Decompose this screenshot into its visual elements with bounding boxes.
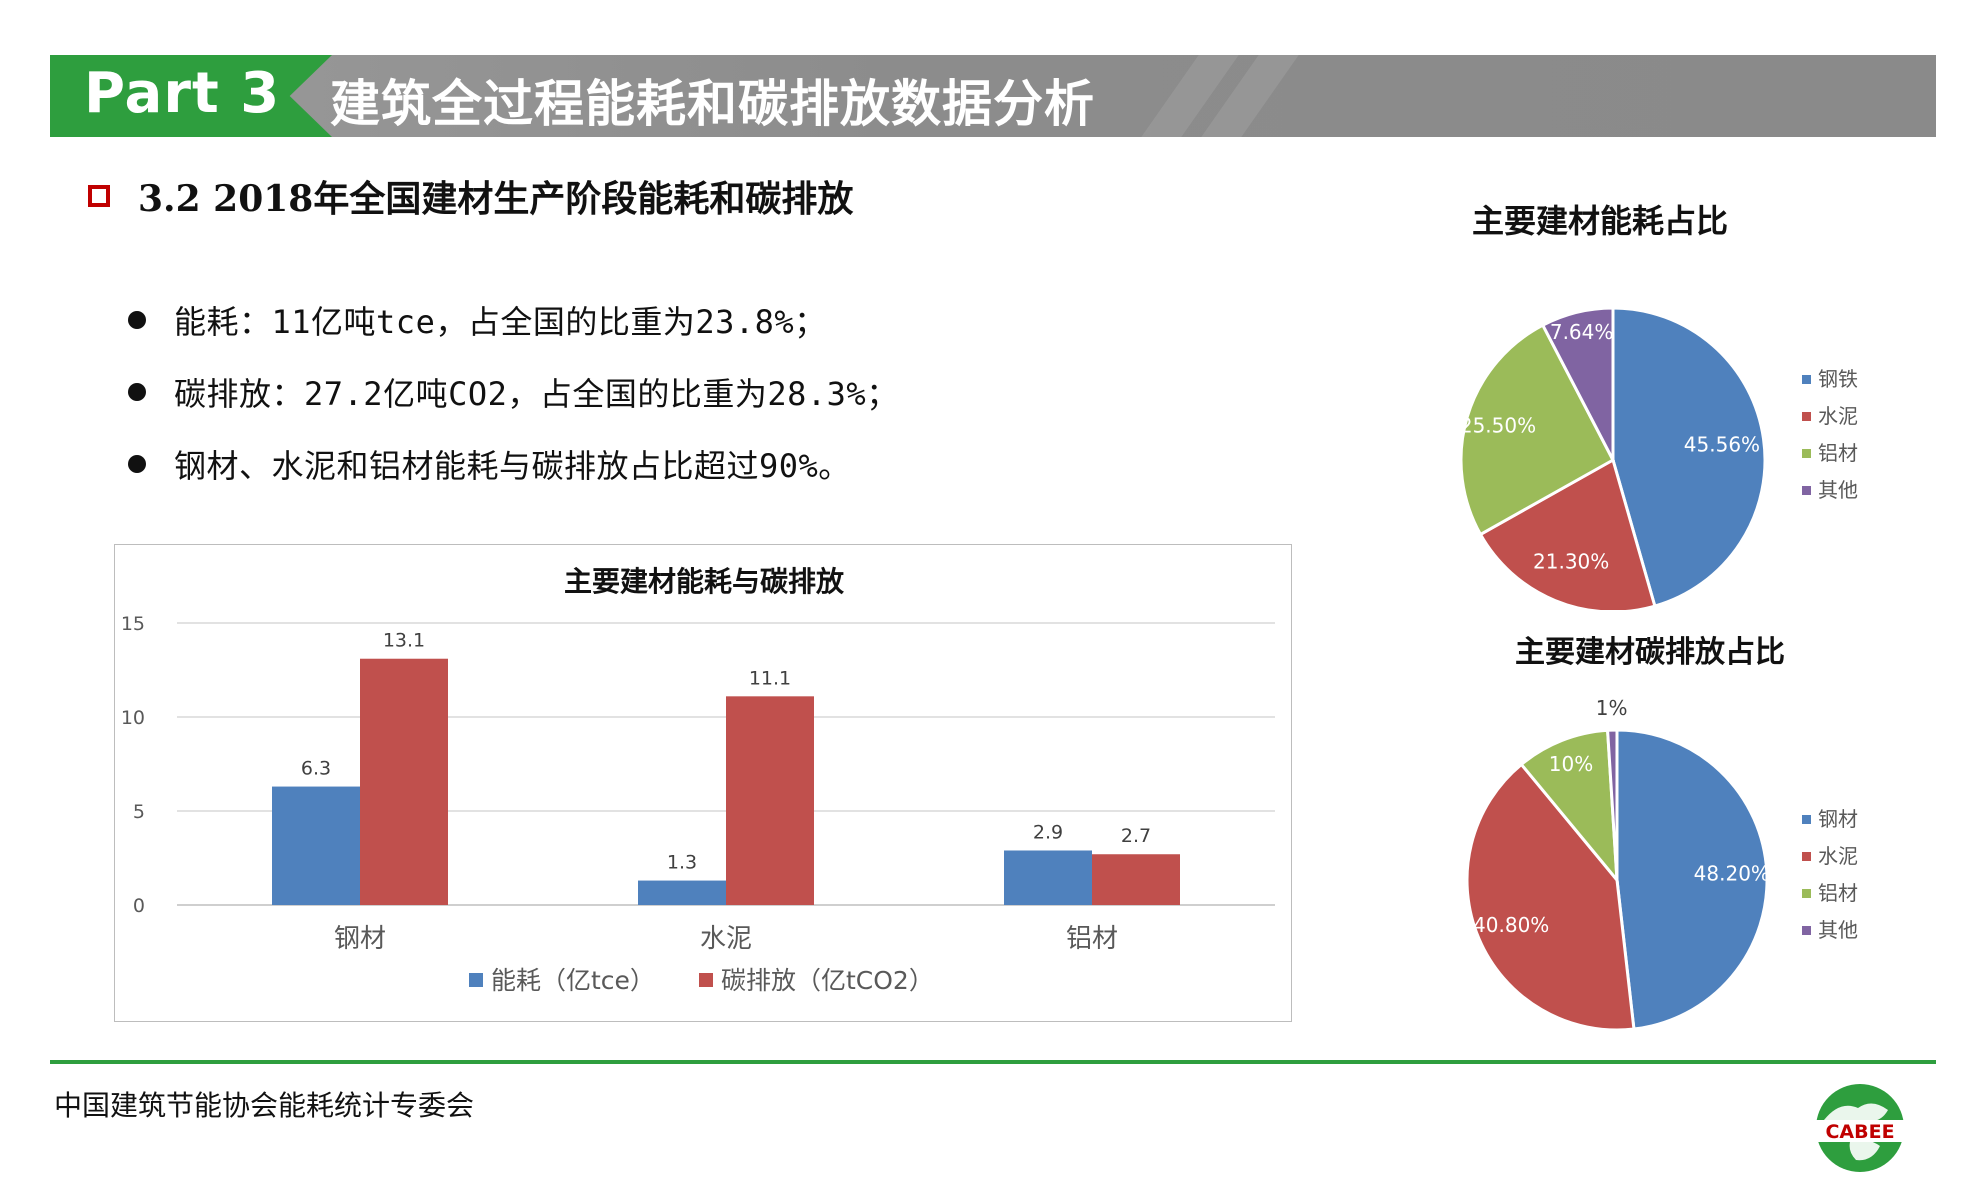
- legend-label: 水泥: [1818, 844, 1858, 868]
- pie-data-label: 21.30%: [1533, 550, 1609, 574]
- pie-slice: [1540, 306, 1615, 461]
- x-tick-label: 铝材: [1066, 924, 1118, 954]
- footer-org: 中国建筑节能协会能耗统计专委会: [54, 1089, 475, 1122]
- bar-chart-title: 主要建材能耗与碳排放: [564, 565, 845, 598]
- legend-label: 能耗（亿tce）: [491, 966, 655, 995]
- y-tick-label: 5: [133, 801, 145, 823]
- pie-slice: [1611, 306, 1767, 608]
- pie-data-label: 48.20%: [1694, 862, 1770, 886]
- header-background: [50, 55, 1936, 137]
- legend-label: 水泥: [1818, 404, 1858, 428]
- legend-swatch: [699, 973, 713, 987]
- bullet-text: 能耗：11亿吨tce，占全国的比重为23.8%；: [174, 303, 827, 341]
- legend-label: 铝材: [1818, 881, 1858, 905]
- x-tick-label: 钢材: [334, 924, 386, 954]
- legend-swatch: [1802, 449, 1811, 458]
- bullet-list: 能耗：11亿吨tce，占全国的比重为23.8%； 碳排放：27.2亿吨CO2，占…: [128, 284, 899, 500]
- bar-data-label: 2.9: [1033, 821, 1063, 843]
- legend-label: 钢材: [1818, 807, 1858, 831]
- legend-swatch: [1802, 375, 1811, 384]
- pie-data-label: 1%: [1596, 696, 1628, 720]
- pie-slice: [1605, 728, 1619, 881]
- energy-pie-chart: 主要建材能耗占比 45.56% 21.30% 25.50% 7.64% 钢铁水泥铝材其…: [1459, 202, 1858, 610]
- legend-label: 钢铁: [1818, 367, 1858, 391]
- legend-swatch: [1802, 926, 1811, 935]
- section-title: 3.2 2018年全国建材生产阶段能耗和碳排放: [138, 178, 854, 220]
- logo-text: CABEE: [1825, 1121, 1894, 1143]
- legend-swatch: [1802, 889, 1811, 898]
- bullet-text: 碳排放：27.2亿吨CO2，占全国的比重为28.3%；: [174, 375, 899, 413]
- legend-label: 其他: [1818, 478, 1858, 502]
- bar-data-label: 11.1: [749, 667, 791, 689]
- bar-data-label: 2.7: [1121, 825, 1151, 847]
- legend-swatch: [1802, 412, 1811, 421]
- pie-slice: [1478, 457, 1657, 610]
- header-banner: Part 3 建筑全过程能耗和碳排放数据分析: [50, 55, 1936, 137]
- list-item: 能耗：11亿吨tce，占全国的比重为23.8%；: [128, 284, 899, 356]
- bullet-dot-icon: [128, 311, 146, 329]
- legend-swatch: [1802, 815, 1811, 824]
- legend-swatch: [1802, 486, 1811, 495]
- pie-chart-title: 主要建材能耗占比: [1472, 202, 1728, 240]
- bar: [272, 786, 360, 905]
- checkbox-square-icon: [88, 185, 110, 207]
- pie-data-label: 25.50%: [1460, 414, 1536, 438]
- bullet-dot-icon: [128, 383, 146, 401]
- bullet-text: 钢材、水泥和铝材能耗与碳排放占比超过90%。: [174, 447, 851, 485]
- pie-chart-title: 主要建材碳排放占比: [1515, 635, 1785, 670]
- bar-data-label: 13.1: [383, 630, 425, 652]
- page-title: 建筑全过程能耗和碳排放数据分析: [330, 75, 1095, 133]
- pie-slice: [1519, 728, 1619, 885]
- bar: [1092, 854, 1180, 905]
- pie-slice: [1615, 728, 1769, 1031]
- bar-data-label: 1.3: [667, 852, 697, 874]
- part-badge: Part 3: [50, 55, 332, 137]
- bar: [360, 658, 448, 905]
- list-item: 碳排放：27.2亿吨CO2，占全国的比重为28.3%；: [128, 356, 899, 428]
- x-tick-label: 水泥: [700, 924, 752, 954]
- legend-label: 铝材: [1818, 441, 1858, 465]
- part-label: Part 3: [84, 61, 281, 126]
- bar-chart-frame: 主要建材能耗与碳排放 0 5 10 15 6.3 13.1 1.3 11.1 2.9 2.7 钢…: [114, 544, 1292, 1022]
- list-item: 钢材、水泥和铝材能耗与碳排放占比超过90%。: [128, 428, 899, 500]
- cabee-logo: CABEE: [1812, 1084, 1908, 1172]
- bar: [638, 880, 726, 905]
- bar: [1004, 850, 1092, 905]
- bar-chart: 主要建材能耗与碳排放 0 5 10 15 6.3 13.1 1.3 11.1 2.9 2.7 钢…: [121, 565, 1275, 995]
- y-tick-label: 15: [121, 613, 145, 635]
- legend-label: 其他: [1818, 918, 1858, 942]
- bullet-dot-icon: [128, 455, 146, 473]
- pie-data-label: 7.64%: [1550, 320, 1614, 344]
- bar: [726, 696, 814, 905]
- bar-data-label: 6.3: [301, 758, 331, 780]
- section-heading: 3.2 2018年全国建材生产阶段能耗和碳排放: [88, 166, 853, 226]
- pie-slice: [1465, 762, 1636, 1032]
- pie-data-label: 45.56%: [1684, 433, 1760, 457]
- legend-swatch: [1802, 852, 1811, 861]
- legend-label: 碳排放（亿tCO2）: [721, 966, 934, 995]
- pie-data-label: 40.80%: [1473, 913, 1549, 937]
- legend-swatch: [469, 973, 483, 987]
- footer-divider: [50, 1060, 1936, 1064]
- y-tick-label: 0: [133, 895, 145, 917]
- y-tick-label: 10: [121, 707, 145, 729]
- pie-data-label: 10%: [1549, 752, 1593, 776]
- pie-slice: [1459, 323, 1616, 537]
